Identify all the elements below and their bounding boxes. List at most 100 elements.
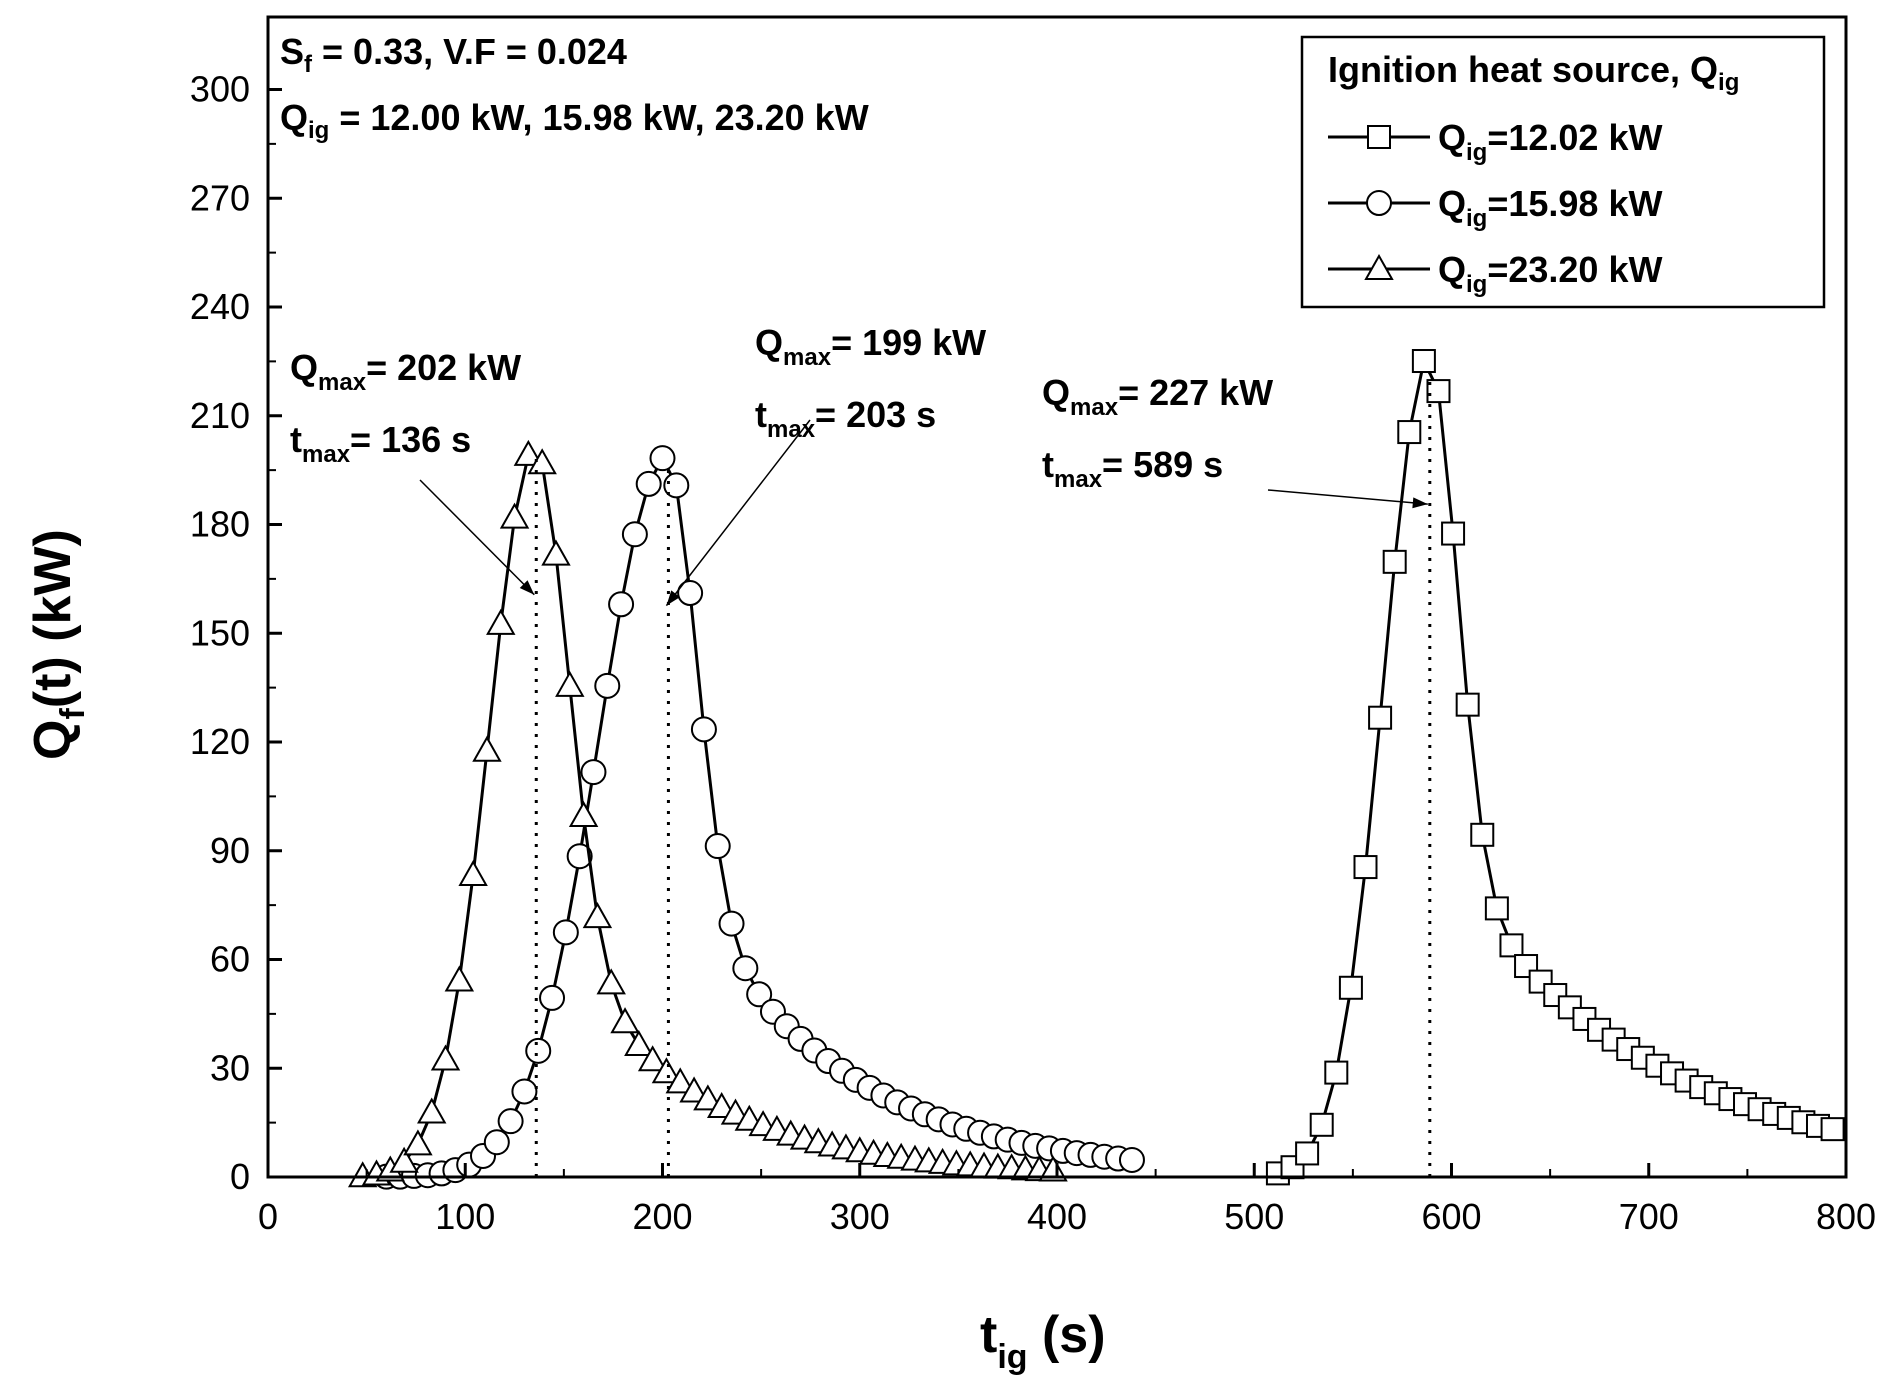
legend-label: Qig=12.02 kW [1438,117,1662,166]
info-line-2: Qig = 12.00 kW, 15.98 kW, 23.20 kW [280,97,869,144]
y-tick-label: 120 [190,721,250,762]
data-point-square [1338,975,1363,1000]
data-point-triangle [610,1007,640,1034]
data-point-circle [635,470,662,497]
data-point-triangle [637,1045,668,1072]
x-tick-label: 600 [1421,1196,1481,1237]
data-point-circle [1118,1146,1145,1173]
data-point-triangle [541,539,571,566]
data-point-circle [511,1078,538,1105]
data-point-circle [483,1129,510,1156]
legend-marker-circle [1366,190,1392,216]
series-layer [268,349,1846,1190]
data-point-triangle [1038,1155,1068,1182]
y-axis-title: Qf(t) (kW) [24,529,92,760]
legend: Ignition heat source, Qig Qig=12.02 kWQi… [1300,35,1826,309]
t-max-label: tmax= 203 s [755,394,936,443]
data-point-triangle [472,735,502,762]
data-point-triangle [624,1030,654,1057]
data-point-square [1426,379,1451,404]
legend-marker-square [1367,125,1391,149]
data-point-triangle [444,965,475,992]
q-max-label: Qmax= 199 kW [755,322,986,371]
y-tick-label: 210 [190,395,250,436]
annotation-arrow-line [1267,489,1428,505]
y-tick-label: 0 [230,1156,250,1197]
x-tick-label: 700 [1619,1196,1679,1237]
data-point-triangle [679,1076,709,1103]
legend-label: Qig=23.20 kW [1438,249,1662,298]
legend-label: Qig=15.98 kW [1438,183,1662,232]
series-triangle [347,439,1068,1188]
data-point-square [1324,1060,1349,1085]
annotation-arrow-line [419,479,535,596]
y-tick-label: 90 [210,830,250,871]
data-point-triangle [458,860,488,887]
data-point-square [1353,855,1378,880]
data-point-triangle [596,968,626,995]
data-point-triangle [499,502,530,529]
data-point-circle [718,910,745,937]
legend-items: Qig=12.02 kW Qig=15.98 kW Qig=23.20 kW [1328,117,1662,298]
data-point-circle [663,472,690,499]
data-point-circle [552,919,579,946]
x-tick-label: 800 [1816,1196,1876,1237]
t-max-label: tmax= 589 s [1042,444,1223,493]
data-point-circle [621,521,648,548]
data-point-circle [732,955,759,982]
legend-box [1300,35,1826,309]
data-point-triangle [389,1146,419,1173]
y-tick-label: 300 [190,69,250,110]
x-tick-label: 500 [1224,1196,1284,1237]
data-point-circle [539,984,566,1011]
data-point-triangle [403,1129,433,1156]
annotation-arrowhead [666,590,680,606]
data-point-square [1411,349,1436,374]
x-tick-label: 100 [435,1196,495,1237]
data-point-square [1484,896,1509,921]
data-point-circle [649,445,676,472]
legend-title: Ignition heat source, Qig [1328,49,1739,96]
data-point-square [1470,822,1495,847]
data-point-triangle [555,670,585,697]
annotation-layer: Qmax= 202 kW tmax= 136 s Qmax= 199 kW tmax=… [290,322,1432,1177]
data-point-square [1382,549,1407,574]
x-tick-label: 300 [830,1196,890,1237]
data-point-triangle [693,1084,723,1111]
y-tick-label: 240 [190,286,250,327]
data-point-circle [677,580,704,607]
annotation-arrow-line [665,419,811,607]
q-max-label: Qmax= 227 kW [1042,372,1273,421]
t-max-label: tmax= 136 s [290,419,471,468]
data-point-circle [746,981,773,1008]
data-point-square [1499,933,1524,958]
data-point-square [1309,1112,1334,1137]
data-point-circle [594,672,621,699]
data-point-triangle [665,1067,695,1094]
data-point-triangle [417,1097,447,1124]
x-tick-label: 200 [632,1196,692,1237]
legend-marker-triangle [1364,253,1394,280]
y-tick-label: 30 [210,1047,250,1088]
data-point-square [1295,1141,1320,1166]
y-tick-label: 180 [190,504,250,545]
y-tick-label: 270 [190,177,250,218]
x-axis-title: tig (s) [980,1306,1106,1376]
data-point-triangle [706,1092,737,1119]
data-point-circle [580,759,607,786]
data-point-circle [704,833,731,860]
data-point-circle [690,716,717,743]
data-point-triangle [568,800,599,827]
info-line-1: Sf = 0.33, V.F = 0.024 [280,31,627,78]
data-point-circle [525,1037,552,1064]
x-tick-label: 0 [258,1196,278,1237]
data-point-square [1441,521,1466,546]
legend-item: Qig=15.98 kW [1328,183,1662,232]
data-point-square [1368,705,1393,730]
x-tick-label: 400 [1027,1196,1087,1237]
data-point-circle [497,1108,524,1135]
data-point-triangle [486,608,516,635]
data-point-square [1455,692,1480,717]
data-point-triangle [582,902,613,929]
